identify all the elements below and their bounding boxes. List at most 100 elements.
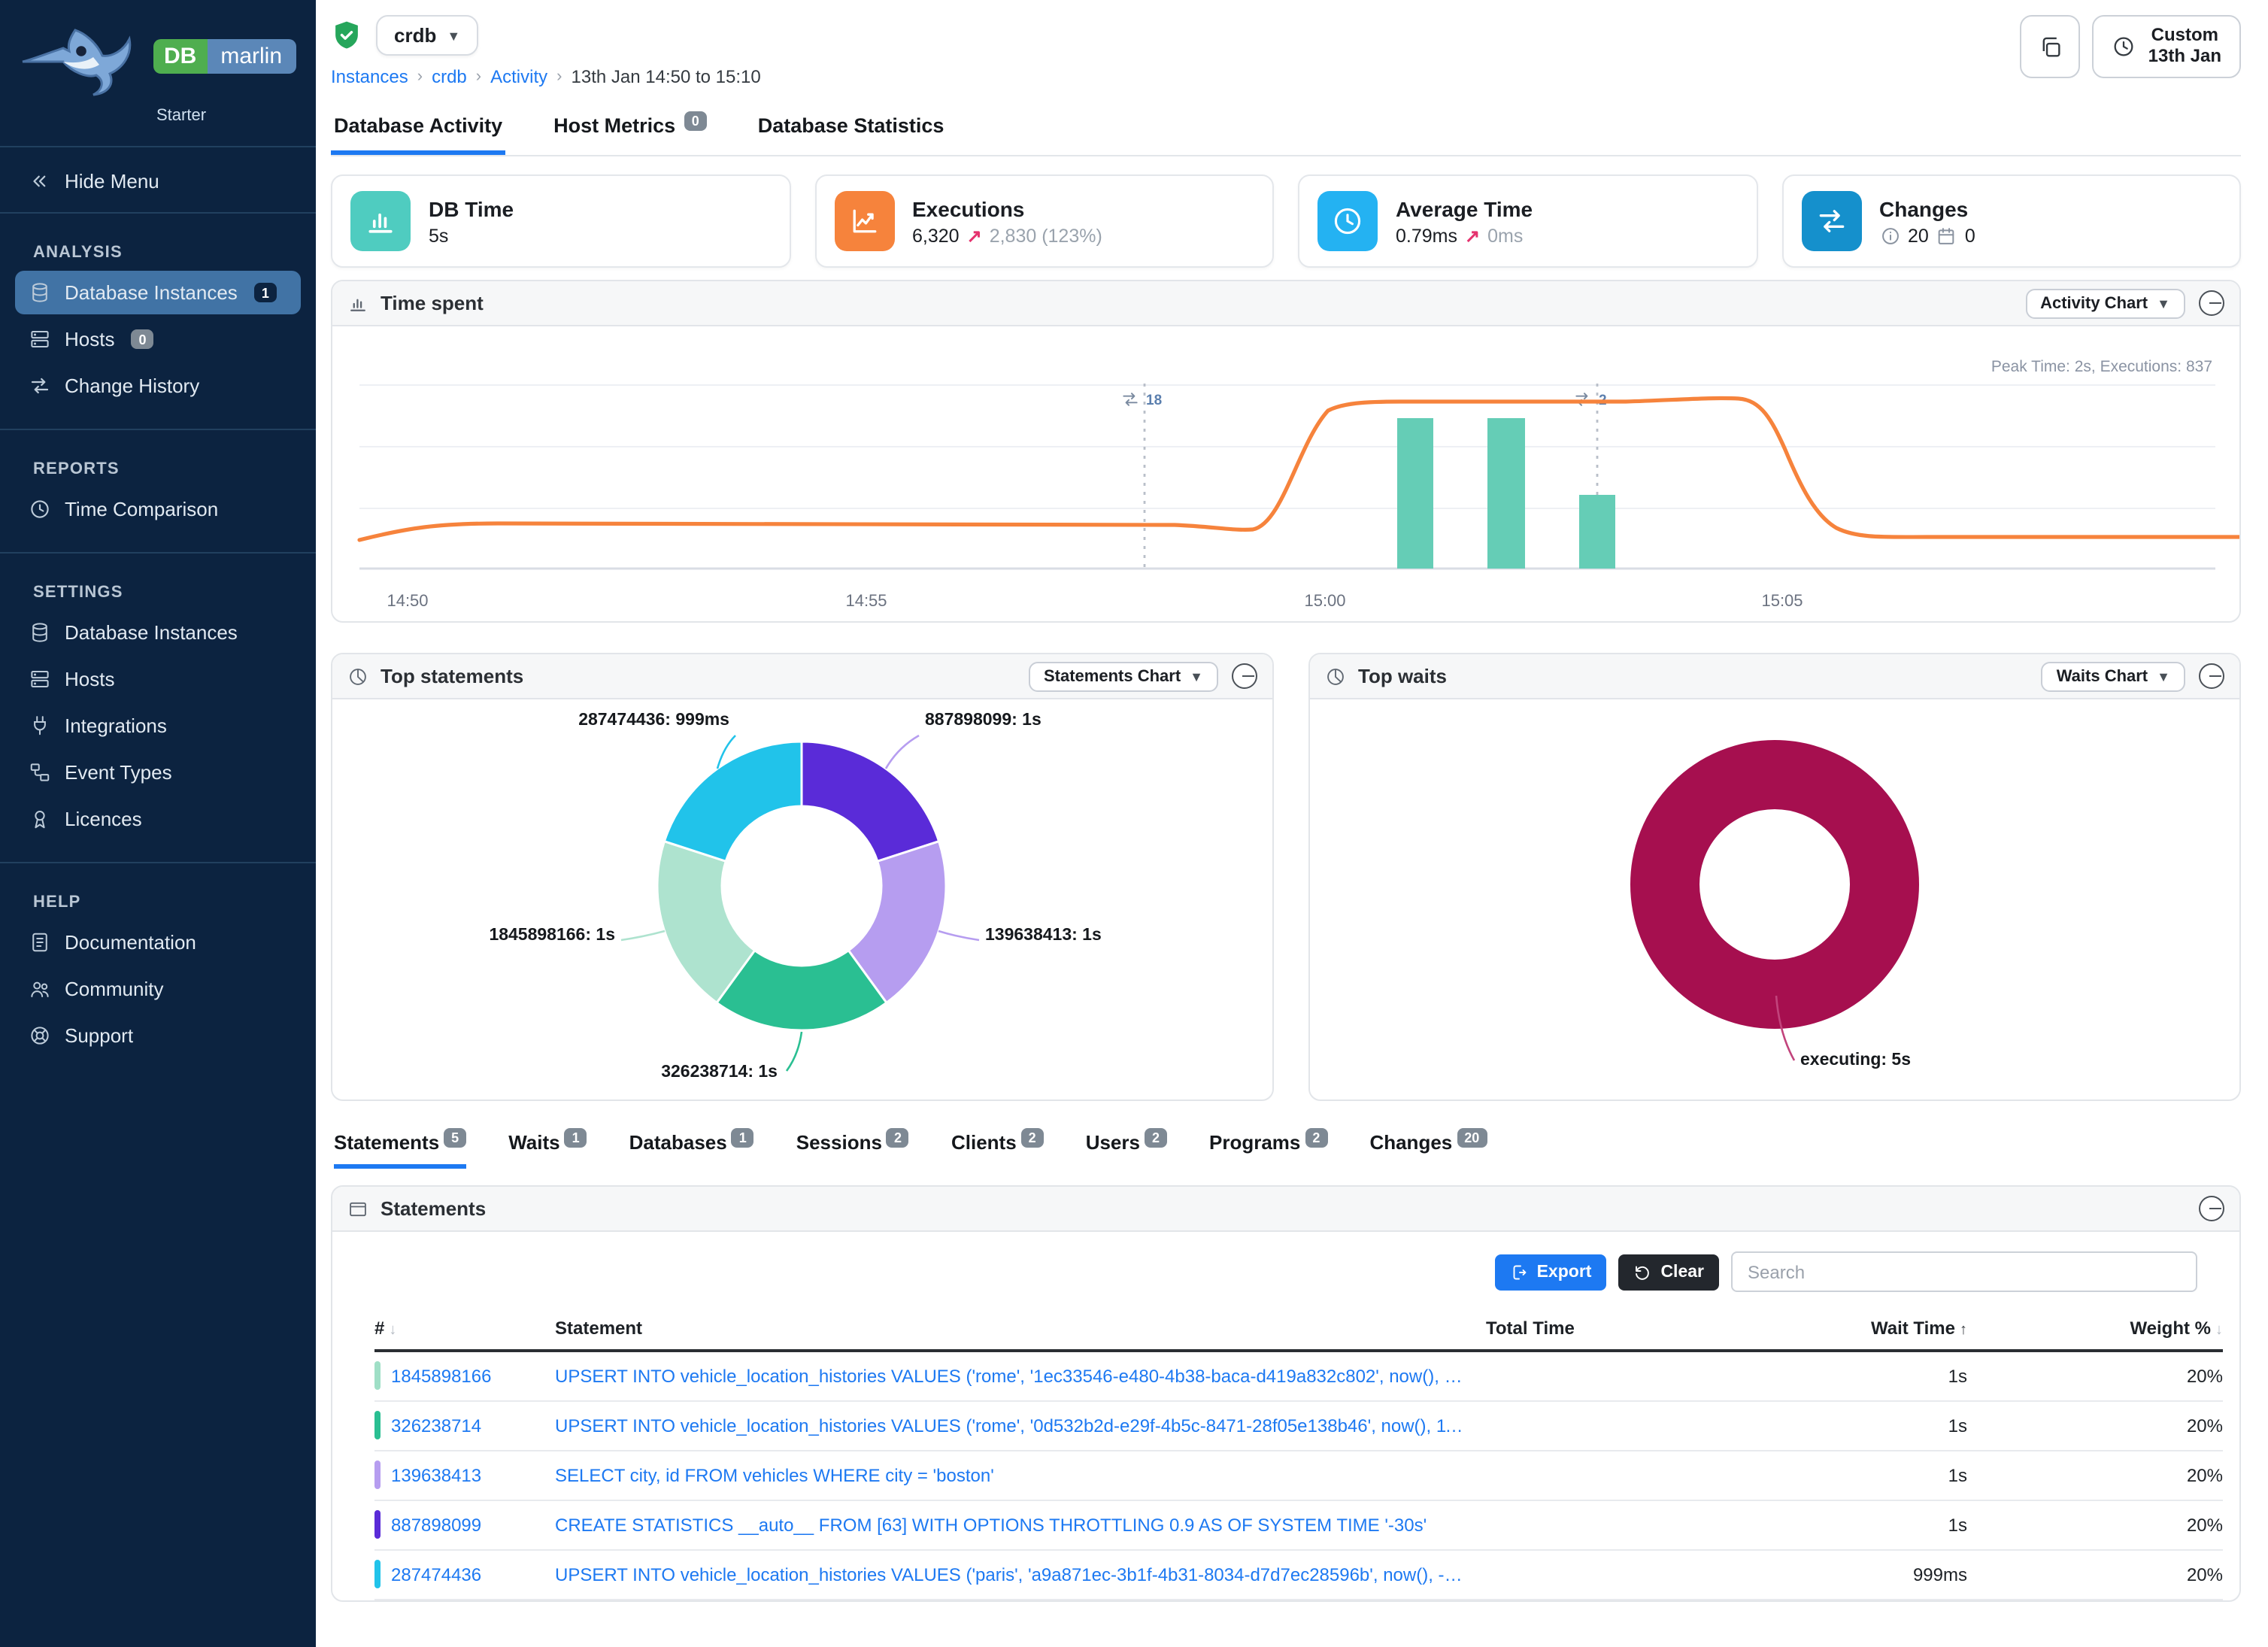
donut-slice-139638413[interactable] xyxy=(847,839,948,1005)
donut-label-287474436[interactable]: 287474436: 999ms xyxy=(578,711,729,729)
collapse-panel-button[interactable] xyxy=(2199,663,2224,689)
sidebar-item-settings-database-instances[interactable]: Database Instances xyxy=(15,611,301,654)
people-icon xyxy=(29,978,51,1000)
table-row[interactable]: 1845898166 UPSERT INTO vehicle_location_… xyxy=(374,1351,2223,1401)
tab-statements[interactable]: Statements 5 xyxy=(334,1127,467,1169)
statements-panel: Statements Export Clear xyxy=(331,1185,2241,1601)
donut-label-326238714[interactable]: 326238714: 1s xyxy=(661,1063,778,1081)
collapse-panel-button[interactable] xyxy=(2199,1196,2224,1221)
statement-link[interactable]: UPSERT INTO vehicle_location_histories V… xyxy=(555,1365,1486,1387)
sidebar-item-community[interactable]: Community xyxy=(15,967,301,1011)
sidebar-item-settings-hosts[interactable]: Hosts xyxy=(15,657,301,701)
activity-chart-select[interactable]: Activity Chart ▼ xyxy=(2025,288,2185,318)
search-input[interactable] xyxy=(1731,1251,2197,1292)
statement-link[interactable]: SELECT city, id FROM vehicles WHERE city… xyxy=(555,1464,994,1485)
breadcrumb-activity[interactable]: Activity xyxy=(490,66,548,87)
statement-id-link[interactable]: 139638413 xyxy=(391,1464,482,1485)
metric-card-changes[interactable]: Changes 20 0 xyxy=(1781,174,2241,268)
column-header-weight[interactable]: Weight % ↓ xyxy=(1967,1307,2223,1352)
instance-selector[interactable]: crdb ▼ xyxy=(376,15,479,56)
breadcrumb-current: 13th Jan 14:50 to 15:10 xyxy=(571,66,761,87)
sidebar-item-support[interactable]: Support xyxy=(15,1014,301,1057)
tab-label: Statements xyxy=(334,1131,440,1154)
main-content: crdb ▼ Instances › crdb › Activity › 13t… xyxy=(316,0,2268,1647)
donut-slice-287474436[interactable] xyxy=(663,740,803,863)
statements-chart-select[interactable]: Statements Chart ▼ xyxy=(1029,661,1218,691)
time-spent-chart[interactable]: Peak Time: 2s, Executions: 837 18 2 xyxy=(332,326,2239,621)
donut-label-executing[interactable]: executing: 5s xyxy=(1800,1051,1911,1069)
column-header-wait-time[interactable]: Wait Time ↑ xyxy=(1712,1307,1967,1352)
metric-card-db-time[interactable]: DB Time 5s xyxy=(331,174,790,268)
event-types-icon xyxy=(29,761,51,784)
donut-slice-1845898166[interactable] xyxy=(656,839,757,1005)
statement-link[interactable]: CREATE STATISTICS __auto__ FROM [63] WIT… xyxy=(555,1514,1427,1535)
metric-card-executions[interactable]: Executions 6,320 ↗ 2,830 (123%) xyxy=(814,174,1274,268)
export-button[interactable]: Export xyxy=(1494,1254,1607,1290)
tab-database-statistics[interactable]: Database Statistics xyxy=(755,108,948,155)
sidebar-item-licences[interactable]: Licences xyxy=(15,797,301,841)
metric-card-average-time[interactable]: Average Time 0.79ms ↗ 0ms xyxy=(1298,174,1757,268)
tab-database-activity[interactable]: Database Activity xyxy=(331,108,506,155)
table-row[interactable]: 326238714 UPSERT INTO vehicle_location_h… xyxy=(374,1400,2223,1451)
tab-users[interactable]: Users 2 xyxy=(1086,1127,1167,1169)
donut-label-887898099[interactable]: 887898099: 1s xyxy=(925,711,1042,729)
collapse-panel-button[interactable] xyxy=(1232,663,1257,689)
executions-bar[interactable] xyxy=(1397,418,1433,569)
executions-bar[interactable] xyxy=(1487,418,1525,569)
metric-delta: 2,830 (123%) xyxy=(989,225,1102,246)
weight-value: 20% xyxy=(1967,1351,2223,1401)
column-header-id[interactable]: # ↓ xyxy=(374,1307,555,1352)
donut-label-139638413[interactable]: 139638413: 1s xyxy=(985,927,1102,945)
table-row[interactable]: 887898099 CREATE STATISTICS __auto__ FRO… xyxy=(374,1500,2223,1550)
collapse-panel-button[interactable] xyxy=(2199,290,2224,316)
statement-id-link[interactable]: 326238714 xyxy=(391,1415,482,1436)
chevron-down-icon: ▼ xyxy=(2157,669,2170,684)
sidebar-item-database-instances[interactable]: Database Instances 1 xyxy=(15,271,301,314)
tab-sessions[interactable]: Sessions 2 xyxy=(796,1127,909,1169)
sidebar-item-integrations[interactable]: Integrations xyxy=(15,704,301,748)
gridlines xyxy=(359,384,2215,570)
database-icon xyxy=(29,621,51,644)
column-header-total-time[interactable]: Total Time xyxy=(1486,1307,1712,1352)
donut-slice-executing[interactable] xyxy=(1630,740,1919,1029)
executions-bar[interactable] xyxy=(1579,495,1615,569)
table-row[interactable]: 139638413 SELECT city, id FROM vehicles … xyxy=(374,1450,2223,1500)
hide-menu-button[interactable]: Hide Menu xyxy=(15,159,301,203)
statement-id-link[interactable]: 287474436 xyxy=(391,1564,482,1585)
tab-programs[interactable]: Programs 2 xyxy=(1209,1127,1328,1169)
clock-icon xyxy=(2112,35,2136,59)
executions-bars[interactable] xyxy=(1397,418,1615,569)
table-header-row: # ↓ Statement Total Time Wait Time ↑ Weigh… xyxy=(374,1307,2223,1352)
copy-link-button[interactable] xyxy=(2020,15,2081,78)
sidebar-item-time-comparison[interactable]: Time Comparison xyxy=(15,487,301,531)
sidebar-item-change-history[interactable]: Change History xyxy=(15,364,301,408)
statement-link[interactable]: UPSERT INTO vehicle_location_histories V… xyxy=(555,1415,1486,1436)
tab-changes[interactable]: Changes 20 xyxy=(1369,1127,1487,1169)
statement-id-link[interactable]: 1845898166 xyxy=(391,1365,492,1387)
table-row[interactable]: 287474436 UPSERT INTO vehicle_location_h… xyxy=(374,1549,2223,1600)
metric-cards: DB Time 5s Executions 6,320 ↗ 2,830 (123… xyxy=(331,174,2241,268)
tab-host-metrics[interactable]: Host Metrics 0 xyxy=(550,108,710,155)
tab-clients[interactable]: Clients 2 xyxy=(951,1127,1044,1169)
chart-icon xyxy=(347,293,368,314)
statement-link[interactable]: UPSERT INTO vehicle_location_histories V… xyxy=(555,1564,1486,1585)
panel-title: Top waits xyxy=(1358,665,1447,687)
sidebar-item-hosts[interactable]: Hosts 0 xyxy=(15,317,301,361)
donut-label-1845898166[interactable]: 1845898166: 1s xyxy=(489,927,615,945)
statement-id-link[interactable]: 887898099 xyxy=(391,1514,482,1535)
tab-databases[interactable]: Databases 1 xyxy=(629,1127,754,1169)
tab-waits[interactable]: Waits 1 xyxy=(508,1127,587,1169)
donut-slice-326238714[interactable] xyxy=(715,948,888,1032)
breadcrumb-crdb[interactable]: crdb xyxy=(432,66,467,87)
breadcrumb-instances[interactable]: Instances xyxy=(331,66,408,87)
sidebar-item-event-types[interactable]: Event Types xyxy=(15,751,301,794)
clear-button[interactable]: Clear xyxy=(1618,1254,1719,1290)
donut-slice-887898099[interactable] xyxy=(800,740,941,863)
line-chart-icon xyxy=(834,191,894,251)
column-header-statement[interactable]: Statement xyxy=(555,1307,1486,1352)
time-range-button[interactable]: Custom 13th Jan xyxy=(2092,15,2241,78)
waits-chart-select[interactable]: Waits Chart ▼ xyxy=(2041,661,2185,691)
brand-db-badge: DB xyxy=(153,39,208,74)
change-marker-1[interactable]: 18 xyxy=(1123,384,1162,569)
sidebar-item-documentation[interactable]: Documentation xyxy=(15,921,301,964)
